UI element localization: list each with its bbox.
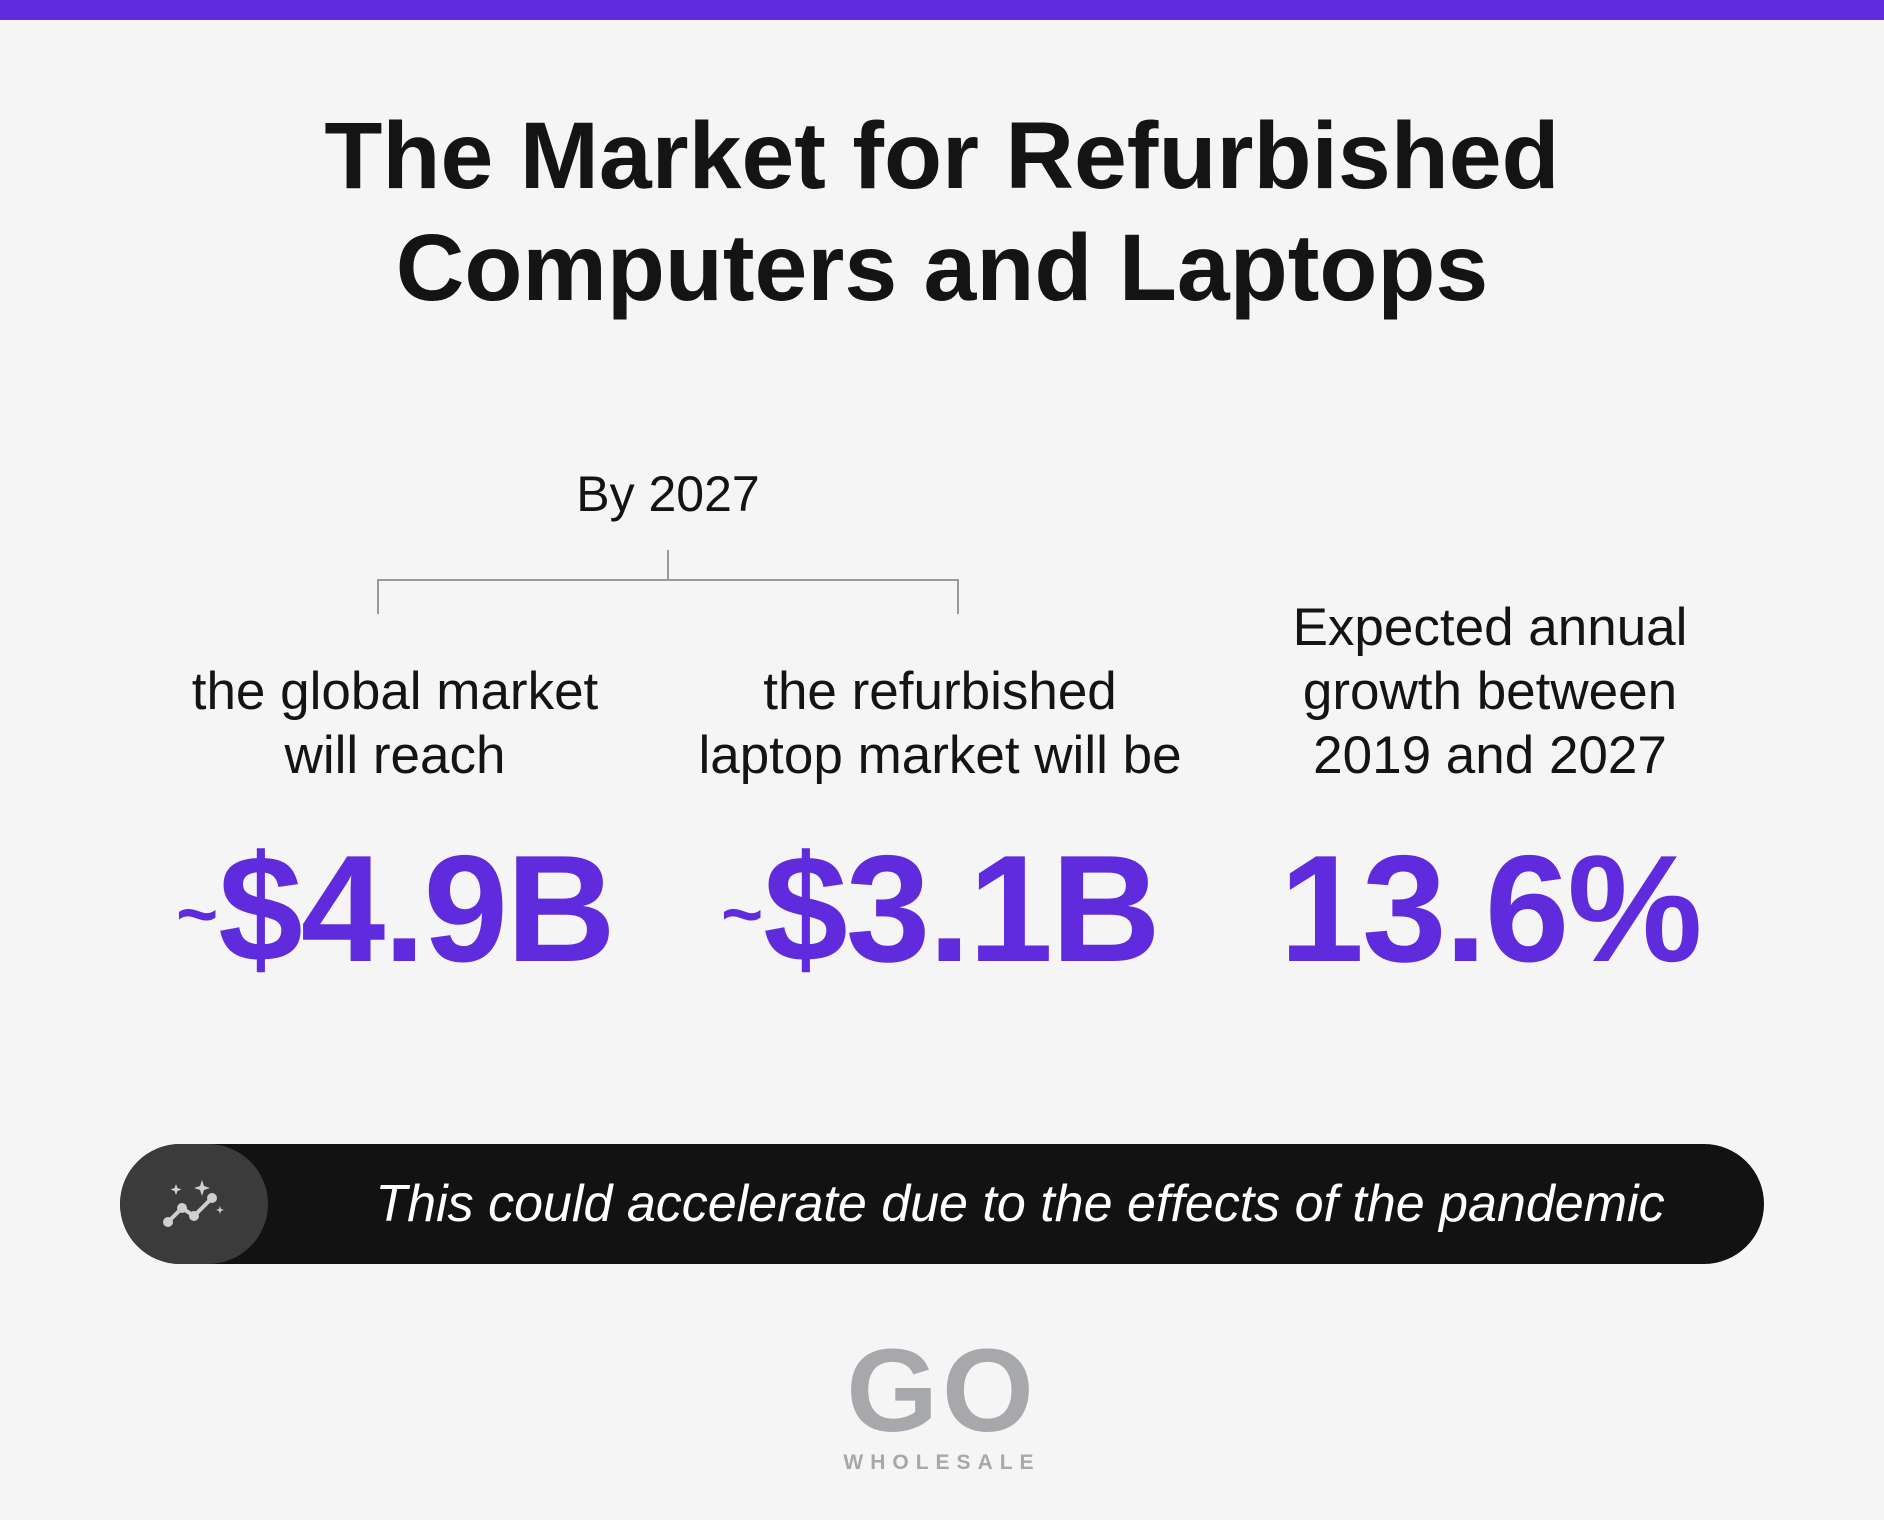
top-accent-bar xyxy=(0,0,1884,20)
page-title: The Market for Refurbished Computers and… xyxy=(0,100,1884,324)
stat-value: ~$3.1B xyxy=(680,824,1200,1000)
note-text: This could accelerate due to the effects… xyxy=(375,1175,1665,1233)
stat-value: ~$4.9B xyxy=(130,824,660,1000)
stat-laptop-market: the refurbished laptop market will be ~$… xyxy=(680,660,1200,994)
caption-line-2: laptop market will be xyxy=(698,726,1182,785)
stat-annual-growth: Expected annual growth between 2019 and … xyxy=(1230,596,1750,994)
note-icon-circle xyxy=(120,1144,268,1264)
approx-prefix: ~ xyxy=(176,875,218,955)
stat-value: 13.6% xyxy=(1230,824,1750,994)
group-label: By 2027 xyxy=(576,466,760,522)
trend-sparkle-icon xyxy=(163,1180,224,1227)
stat-caption: Expected annual growth between 2019 and … xyxy=(1230,596,1750,788)
value-number: $4.9B xyxy=(218,824,616,994)
stat-caption: the refurbished laptop market will be xyxy=(680,660,1200,788)
caption-line-3: 2019 and 2027 xyxy=(1313,726,1667,785)
caption-line-2: will reach xyxy=(284,726,506,785)
caption-line-2: growth between xyxy=(1302,662,1678,721)
value-number: $3.1B xyxy=(763,824,1161,994)
logo-mark: GO xyxy=(846,1325,1038,1457)
value-number: 13.6% xyxy=(1279,824,1703,994)
note-banner: This could accelerate due to the effects… xyxy=(120,1144,1764,1264)
group-bracket xyxy=(377,550,959,614)
caption-line-1: Expected annual xyxy=(1292,598,1688,657)
caption-line-1: the refurbished xyxy=(763,662,1117,721)
stat-caption: the global market will reach xyxy=(130,660,660,788)
title-line-2: Computers and Laptops xyxy=(395,215,1489,321)
stat-global-market: the global market will reach ~$4.9B xyxy=(130,660,660,994)
approx-prefix: ~ xyxy=(721,875,763,955)
logo-subtitle: WHOLESALE xyxy=(843,1451,1041,1474)
brand-logo: GO WHOLESALE xyxy=(842,1325,1042,1478)
title-line-1: The Market for Refurbished xyxy=(324,103,1560,209)
caption-line-1: the global market xyxy=(191,662,599,721)
